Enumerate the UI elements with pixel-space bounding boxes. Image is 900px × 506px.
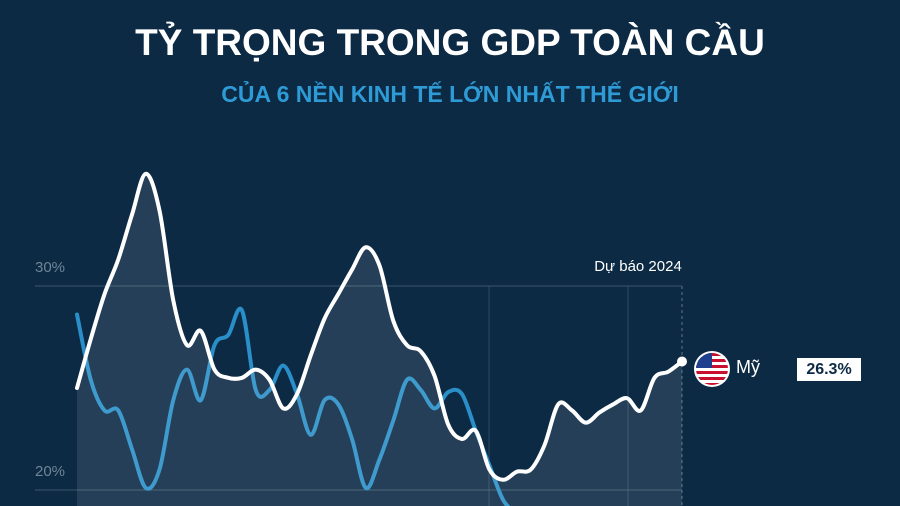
value-label: 26.3% bbox=[806, 361, 851, 378]
forecast-annotation: Dự báo 2024 bbox=[594, 258, 682, 275]
us-flag bbox=[694, 351, 730, 387]
y-tick-label: 30% bbox=[35, 259, 65, 276]
y-tick-label: 20% bbox=[35, 463, 65, 480]
plot: 20% 30% bbox=[35, 171, 687, 506]
end-point bbox=[677, 356, 687, 367]
flag bbox=[696, 353, 728, 385]
value-label-box bbox=[797, 358, 861, 381]
line bbox=[75, 171, 684, 482]
legend-label: Mỹ bbox=[736, 357, 760, 377]
area bbox=[77, 173, 682, 506]
chart-title: TỶ TRỌNG TRONG GDP TOÀN CẦU bbox=[135, 22, 765, 63]
line bbox=[75, 306, 511, 506]
chart-subtitle: CỦA 6 NỀN KINH TẾ LỚN NHẤT THẾ GIỚI bbox=[221, 79, 679, 107]
